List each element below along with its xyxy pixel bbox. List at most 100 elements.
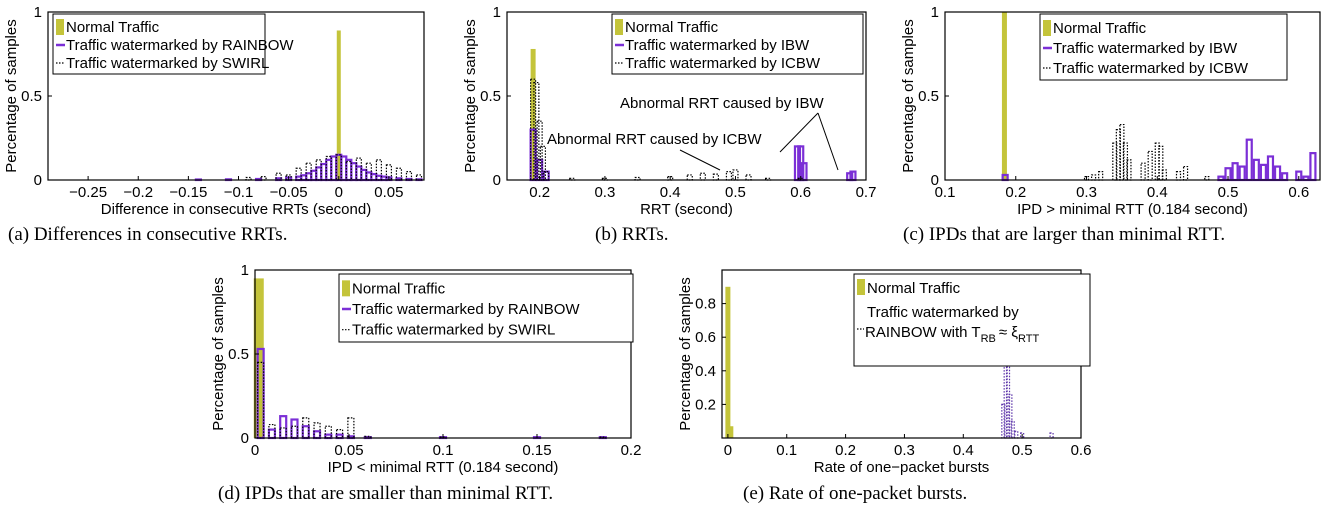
watermarked-purple-bar (301, 425, 310, 440)
x-tick-label: 0.6 (790, 184, 811, 201)
y-tick-label: 0.5 (228, 346, 249, 363)
watermarked-purple-bar (1266, 155, 1275, 182)
caption-c: (c) IPDs that are larger than minimal RT… (903, 224, 1226, 245)
legend-label: Normal Traffic (1053, 20, 1147, 37)
watermarked-dotted-bar (324, 425, 332, 439)
legend-box (1039, 13, 1288, 81)
watermarked-purple-bar (542, 170, 550, 182)
legend-label: Traffic watermarked by ICBW (1053, 60, 1249, 77)
x-tick-label: 0.6 (1071, 442, 1092, 459)
caption-d: (d) IPDs that are smaller than minimal R… (218, 483, 554, 504)
legend-label: Normal Traffic (867, 280, 961, 297)
caption-e: (e) Rate of one-packet bursts. (743, 483, 968, 504)
watermarked-dotted-bar (725, 171, 733, 181)
x-axis-label: IPD > minimal RTT (0.184 second) (1017, 201, 1248, 218)
x-tick-label: 0.1 (433, 442, 454, 459)
legend-label: Traffic watermarked by IBW (625, 37, 810, 54)
x-tick-label: 0.2 (529, 184, 550, 201)
legend-box (853, 273, 1091, 367)
x-tick-label: 0 (335, 184, 343, 201)
panel-d: 0 0.05 0.1 0.15 0.2 0 0.5 1 IPD < minimal RTT (0… (210, 262, 641, 476)
watermarked-dotted-bar (1140, 162, 1146, 181)
normal-traffic-bar (530, 48, 536, 181)
x-axis-label: Rate of one−packet bursts (814, 459, 990, 476)
watermarked-dotted-bar (1090, 174, 1097, 181)
x-tick-label: −0.05 (270, 184, 308, 201)
x-tick-label: 0.3 (1076, 184, 1097, 201)
x-tick-label: 0.4 (660, 184, 681, 201)
x-tick-label: 0.5 (725, 184, 746, 201)
y-tick-label: 1 (931, 4, 939, 21)
y-tick-label: 1 (34, 4, 42, 21)
x-tick-label: 0 (724, 442, 732, 459)
watermarked-dotted-bar (1182, 165, 1189, 181)
y-axis-label: Percentage of samples (462, 19, 479, 172)
legend-label: Traffic watermarked by (867, 304, 1019, 321)
x-tick-label: 0.5 (1218, 184, 1239, 201)
legend-box (52, 13, 266, 75)
watermarked-dotted-bar (1049, 432, 1054, 439)
y-tick-label: 0.4 (695, 363, 716, 380)
legend-swatch-normal (857, 279, 865, 295)
y-tick-label: 1 (241, 262, 249, 279)
x-tick-label: 0.5 (1012, 442, 1033, 459)
y-tick-label: 0.2 (695, 396, 716, 413)
watermarked-dotted-bar (347, 417, 355, 439)
legend-swatch-normal (615, 19, 623, 35)
annotation-ibw: Abnormal RRT caused by IBW (620, 95, 825, 112)
x-tick-label: 0.2 (1005, 184, 1026, 201)
y-axis-label: Percentage of samples (677, 277, 694, 430)
legend-label: RAINBOW with TRB ≈ ξRTT (865, 324, 1039, 345)
watermarked-purple-bar (290, 418, 299, 440)
legend-subscript: RB (981, 333, 996, 345)
y-axis-label: Percentage of samples (900, 19, 917, 172)
watermarked-purple-bar (1252, 158, 1260, 182)
watermarked-purple-bar (267, 428, 277, 440)
x-tick-label: 0.05 (334, 442, 363, 459)
x-tick-label: 0.6 (1288, 184, 1309, 201)
panel-c: 0.1 0.2 0.3 0.4 0.5 0.6 0 0.5 1 IPD > minimal RTT… (900, 4, 1321, 218)
x-axis-label: IPD < minimal RTT (0.184 second) (328, 459, 559, 476)
watermarked-dotted-bar (533, 81, 540, 181)
watermarked-dotted-bar (355, 157, 362, 181)
normal-traffic-bar (728, 426, 734, 438)
caption-a: (a) Differences in consecutive RRTs. (8, 224, 288, 245)
watermarked-dotted-bar (667, 176, 674, 181)
legend: Normal Traffic Traffic watermarked by RAIN… (853, 273, 1091, 367)
x-tick-label: −0.25 (69, 184, 107, 201)
legend-swatch-normal (342, 280, 350, 297)
annotations: Abnormal RRT caused by IBW Abnormal RRT c… (547, 95, 839, 171)
y-tick-label: 0 (931, 172, 939, 189)
x-tick-label: 0.4 (953, 442, 974, 459)
x-tick-label: 0.3 (894, 442, 915, 459)
watermarked-purple-bar (1281, 172, 1289, 182)
watermarked-purple-bar (279, 415, 288, 440)
annotation-arrow (779, 112, 819, 153)
watermarked-dotted-bar (385, 164, 393, 181)
legend-label: Traffic watermarked by SWIRL (66, 55, 269, 72)
legend-swatch-normal (1043, 20, 1051, 36)
legend-label: Traffic watermarked by ICBW (625, 55, 821, 72)
watermarked-dotted-bar (699, 172, 706, 181)
watermarked-purple-bar (1245, 138, 1253, 182)
x-tick-label: 0.2 (621, 442, 642, 459)
annotation-arrow (679, 149, 721, 171)
legend-label: Traffic watermarked by RAINBOW (352, 301, 580, 318)
watermarked-purple-bar (1231, 162, 1239, 182)
y-tick-label: 0 (493, 172, 501, 189)
watermarked-dotted-bar (260, 176, 267, 181)
y-tick-label: 0 (34, 172, 42, 189)
x-tick-label: 0.3 (594, 184, 615, 201)
x-tick-label: 0.4 (1147, 184, 1168, 201)
x-tick-label: 0.1 (935, 184, 956, 201)
watermarked-dotted-bar (686, 174, 693, 181)
watermarked-purple-bar (1273, 165, 1282, 182)
watermarked-dotted-bar (1014, 430, 1019, 439)
x-axis-label: Difference in consecutive RRTs (second) (101, 201, 371, 218)
watermarked-dotted-bar (336, 429, 344, 439)
legend-subscript: RTT (1018, 333, 1039, 345)
caption-b: (b) RRTs. (595, 224, 669, 245)
legend-label: Traffic watermarked by SWIRL (352, 322, 555, 339)
legend-box (611, 13, 864, 75)
annotation-icbw: Abnormal RRT caused by ICBW (547, 131, 762, 148)
